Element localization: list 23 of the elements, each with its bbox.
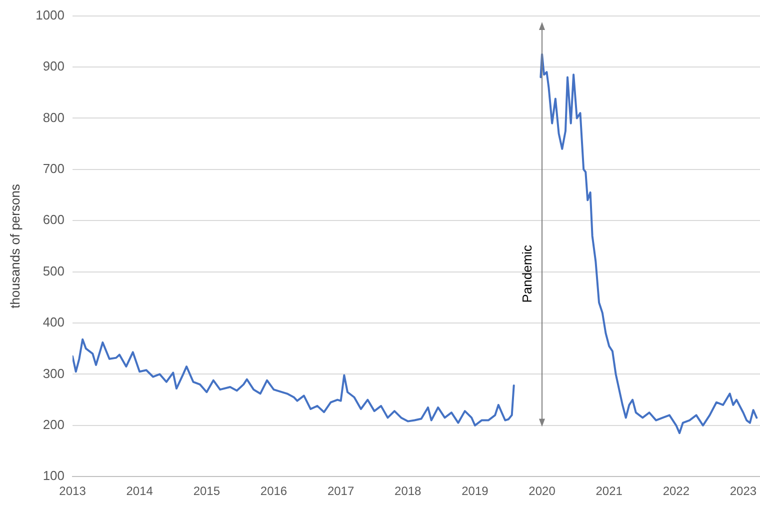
- x-tick-label: 2014: [126, 484, 154, 498]
- x-tick-label: 2019: [462, 484, 489, 498]
- y-tick-label: 300: [42, 366, 65, 381]
- y-tick-label: 900: [42, 58, 65, 74]
- x-tick-label: 2017: [327, 484, 354, 498]
- x-tick-label: 2016: [260, 484, 288, 498]
- y-axis-title: thousands of persons: [7, 184, 22, 308]
- x-tick-label: 2020: [528, 484, 556, 498]
- y-tick-label: 100: [42, 468, 65, 484]
- x-tick-label: 2023: [730, 484, 757, 498]
- x-tick-label: 2022: [662, 484, 690, 498]
- y-tick-label: 200: [42, 416, 65, 432]
- x-tick-label: 2021: [596, 484, 623, 498]
- y-tick-label: 700: [42, 160, 65, 176]
- y-tick-label: 500: [42, 263, 65, 278]
- y-tick-label: 1000: [36, 7, 65, 22]
- x-tick-label: 2015: [193, 484, 220, 498]
- y-tick-label: 600: [42, 212, 65, 228]
- y-tick-label: 400: [42, 314, 65, 330]
- x-tick-label: 2013: [59, 484, 86, 498]
- ref-line-label: Pandemic: [520, 244, 535, 303]
- x-tick-label: 2018: [394, 484, 422, 498]
- y-tick-label: 800: [42, 110, 65, 125]
